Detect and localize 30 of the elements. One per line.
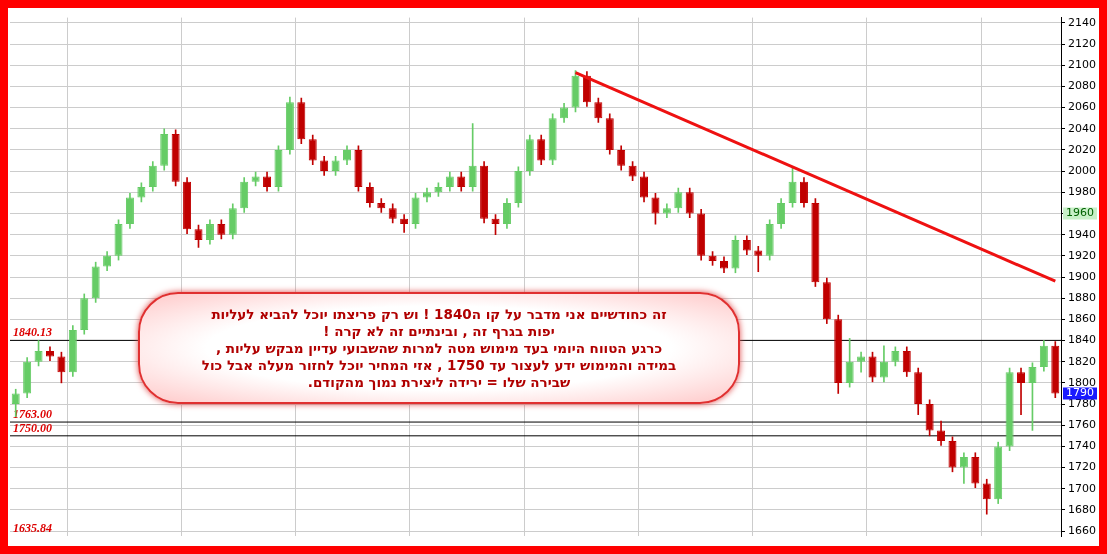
ref-line-label: 1763.00 xyxy=(13,407,52,422)
ref-line-label: 1840.13 xyxy=(13,325,52,340)
y-tick-label: 2120 xyxy=(1068,36,1097,50)
y-tick-label: 1740 xyxy=(1068,439,1097,453)
y-tick-label: 1920 xyxy=(1068,248,1097,262)
y-tick-label: 1760 xyxy=(1068,418,1097,432)
annotation: 1635.84 xyxy=(13,521,52,536)
y-tick-label: 2100 xyxy=(1068,58,1097,72)
y-tick-label: 1840 xyxy=(1068,333,1097,347)
y-tick-label: 1660 xyxy=(1068,523,1097,537)
y-tick-label: 1800 xyxy=(1068,375,1097,389)
annotation: 1790 xyxy=(1066,386,1095,400)
y-tick-label: 2000 xyxy=(1068,163,1097,177)
y-tick-label: 1900 xyxy=(1068,269,1097,283)
y-tick-label: 1680 xyxy=(1068,502,1097,516)
callout-box: זה כחודשיים אני מדבר על קו ה1840 ! וש רק פריצתו יוכל להביא לעליות יפות בגרף זה , ובינתיים זה לא קרה ! כרגע הטווח היומי בעד מימוש מטה למרות שהשבועי עדיין מבקש עליות , במידה והמימוש ידע לעצור עד 1750 , אזי המחיר יוכל לחזור מעלה אבל כול שבירה שלו = ירידה ליצירת נמוך מהקודם. xyxy=(138,292,740,404)
y-tick-label: 1880 xyxy=(1068,291,1097,305)
y-tick-label: 1940 xyxy=(1068,227,1097,241)
y-tick-label: 2080 xyxy=(1068,79,1097,93)
y-tick-label: 2060 xyxy=(1068,100,1097,114)
ref-line-label: 1750.00 xyxy=(13,420,52,435)
y-tick-label: 1860 xyxy=(1068,312,1097,326)
y-tick-label: 1980 xyxy=(1068,185,1097,199)
y-tick-label: 1820 xyxy=(1068,354,1097,368)
y-tick-label: 1720 xyxy=(1068,460,1097,474)
y-tick-label: 2020 xyxy=(1068,142,1097,156)
y-tick-label: 2040 xyxy=(1068,121,1097,135)
annotation: 1960 xyxy=(1066,206,1095,220)
y-tick-label: 1700 xyxy=(1068,481,1097,495)
y-tick-label: 2140 xyxy=(1068,15,1097,29)
